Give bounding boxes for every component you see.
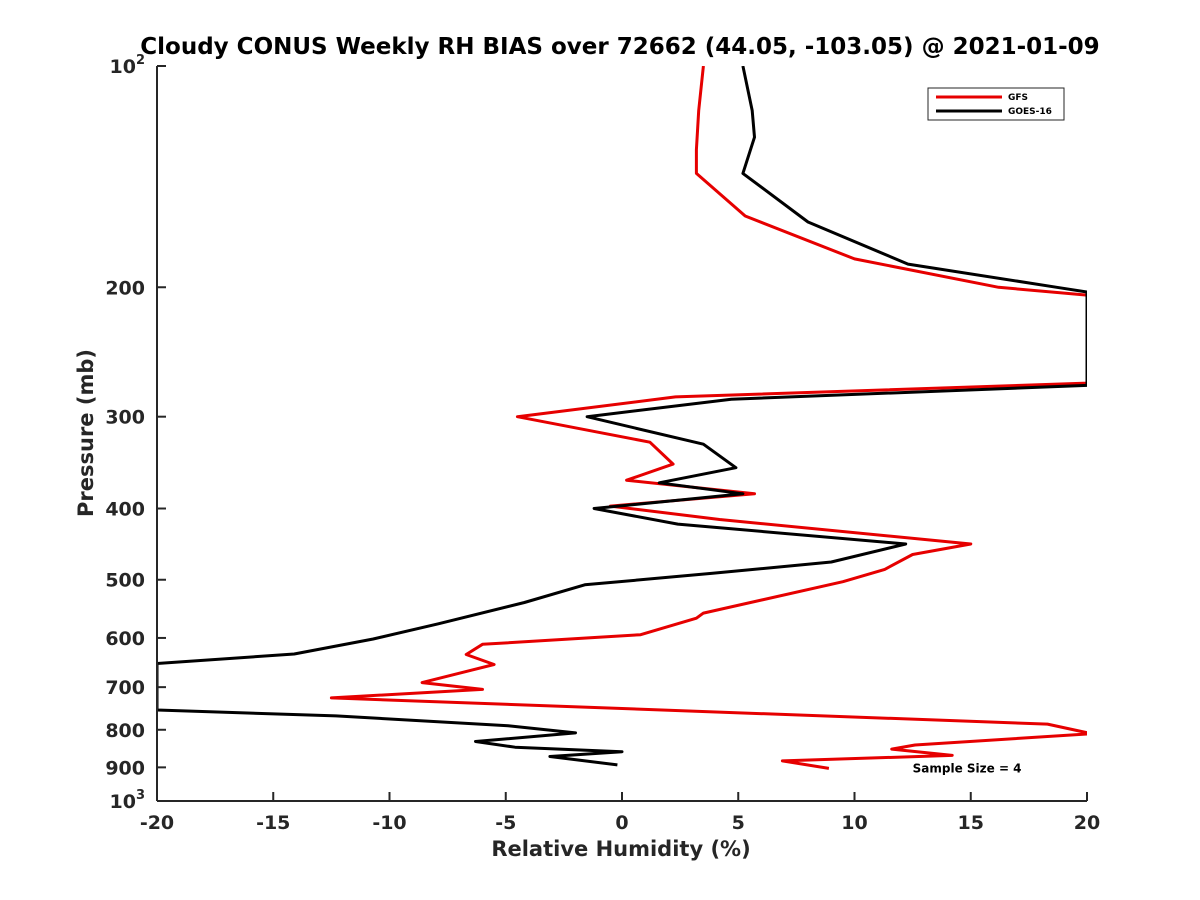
x-tick-label: 0 [615, 812, 628, 834]
x-tick-label: -5 [495, 812, 516, 834]
x-tick-label: -15 [256, 812, 290, 834]
y-tick-label: 800 [105, 720, 145, 742]
x-axis-label: Relative Humidity (%) [491, 837, 750, 861]
series-line-goes-16 [157, 66, 1087, 767]
legend: GFS GOES-16 [927, 87, 1065, 121]
y-tick-label: 400 [105, 499, 145, 521]
y-axis-label: Pressure (mb) [74, 349, 98, 517]
y-tick-label: 200 [105, 277, 145, 299]
x-tick-label: 10 [841, 812, 867, 834]
y-tick-label: 900 [105, 757, 145, 779]
x-tick-label: 20 [1074, 812, 1100, 834]
y-tick-label: 600 [105, 628, 145, 650]
legend-box [927, 87, 1065, 121]
y-tick-label: 700 [105, 677, 145, 699]
x-tick-label: -20 [140, 812, 174, 834]
legend-label-gfs: GFS [1008, 93, 1028, 103]
y-tick-label: 500 [105, 570, 145, 592]
annotations: Sample Size = 4 [913, 761, 1022, 775]
chart-title: Cloudy CONUS Weekly RH BIAS over 72662 (… [140, 34, 1099, 60]
x-tick-label: 5 [732, 812, 745, 834]
y-tick-label: 300 [105, 407, 145, 429]
x-tick-label: 15 [958, 812, 984, 834]
plot-area: -20 -15 -10 -5 0 5 10 15 20 10220030040050060070… [105, 53, 1100, 834]
legend-label-goes-16: GOES-16 [1008, 107, 1052, 117]
x-tick-label: -10 [372, 812, 406, 834]
x-ticks: -20 -15 -10 -5 0 5 10 15 20 [140, 792, 1100, 834]
series-layer [157, 66, 1087, 770]
sample-size-note: Sample Size = 4 [913, 761, 1022, 775]
series-line-gfs [329, 66, 1087, 770]
